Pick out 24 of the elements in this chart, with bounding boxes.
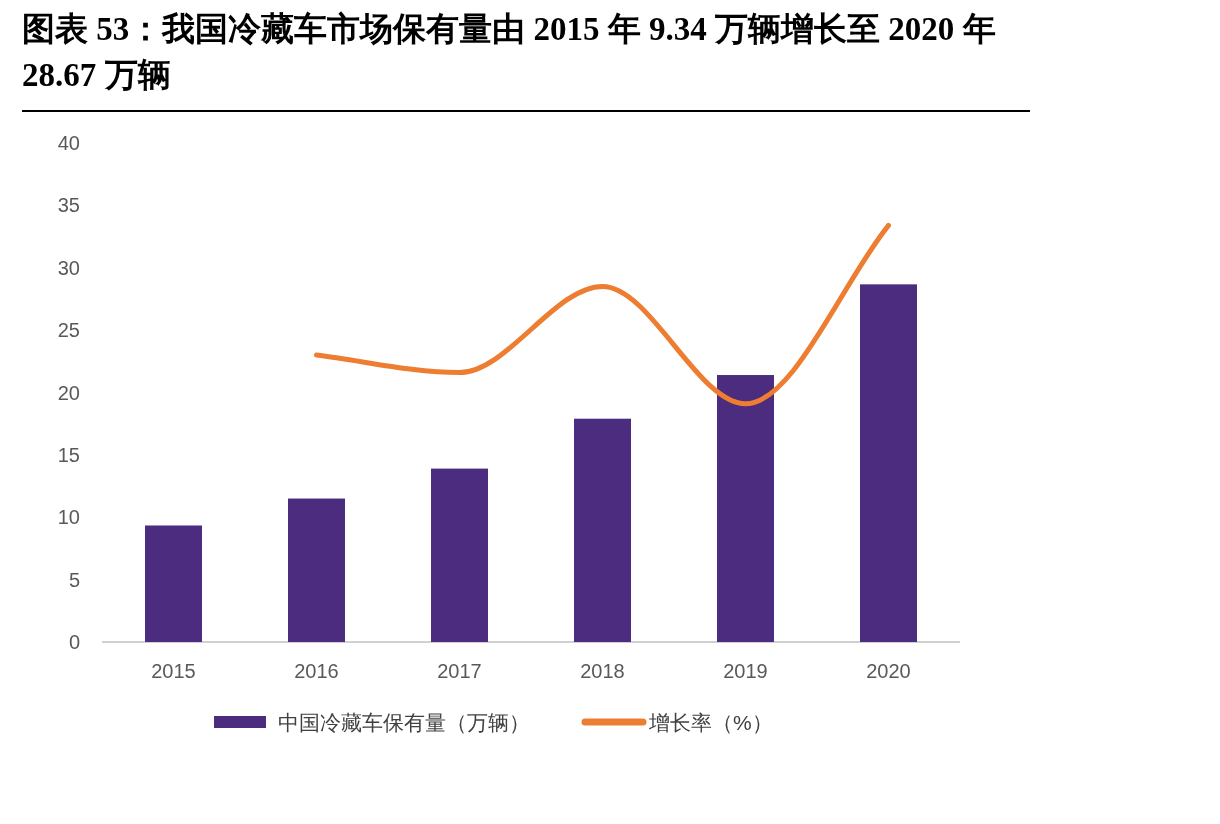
chart-title: 图表 53：我国冷藏车市场保有量由 2015 年 9.34 万辆增长至 2020 年 28.67 万辆 bbox=[22, 10, 997, 95]
bar bbox=[860, 284, 917, 642]
x-tick-label: 2017 bbox=[437, 660, 482, 682]
y-tick-label: 20 bbox=[57, 381, 80, 404]
legend-label: 增长率（%） bbox=[648, 711, 773, 734]
bar bbox=[288, 498, 345, 642]
y-tick-label: 15 bbox=[57, 443, 80, 466]
y-tick-label: 35 bbox=[57, 194, 80, 217]
x-tick-label: 2016 bbox=[294, 660, 339, 682]
y-tick-label: 10 bbox=[57, 506, 80, 529]
y-tick-label: 25 bbox=[57, 319, 80, 342]
y-tick-label: 40 bbox=[57, 132, 80, 154]
y-tick-label: 5 bbox=[68, 568, 80, 591]
x-tick-label: 2019 bbox=[723, 660, 768, 682]
x-tick-label: 2020 bbox=[866, 660, 911, 682]
legend-label: 中国冷藏车保有量（万辆） bbox=[278, 711, 530, 734]
y-tick-label: 30 bbox=[57, 256, 80, 279]
bar bbox=[431, 468, 488, 642]
bar bbox=[145, 525, 202, 642]
x-tick-label: 2015 bbox=[151, 660, 196, 682]
y-tick-label: 0 bbox=[68, 631, 80, 653]
bar bbox=[574, 418, 631, 642]
x-tick-label: 2018 bbox=[580, 660, 625, 682]
bar bbox=[717, 375, 774, 642]
